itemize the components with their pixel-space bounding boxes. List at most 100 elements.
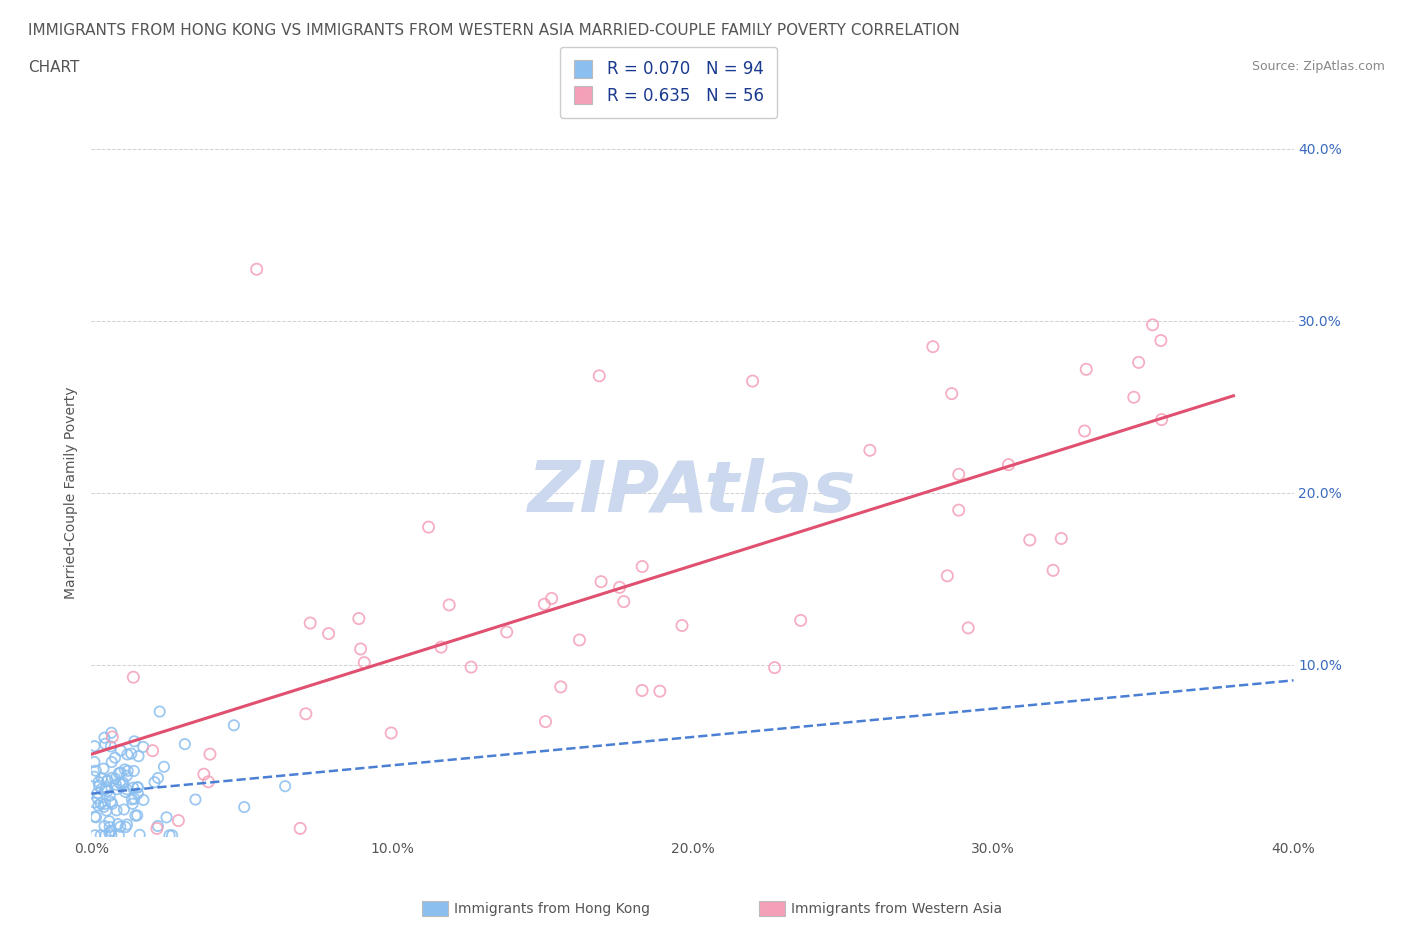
Point — [1122, 390, 1144, 405]
Point — [96, 804, 118, 818]
Point — [347, 611, 370, 626]
Point — [87, 775, 110, 790]
Point — [648, 684, 671, 698]
Point — [127, 808, 149, 823]
Point — [124, 734, 146, 749]
Point — [83, 738, 105, 753]
Point — [101, 796, 124, 811]
Point — [274, 778, 297, 793]
Text: Immigrants from Hong Kong: Immigrants from Hong Kong — [454, 901, 651, 915]
Point — [105, 782, 128, 797]
Text: CHART: CHART — [28, 60, 80, 75]
Text: ZIPAtlas: ZIPAtlas — [529, 458, 856, 527]
Point — [93, 730, 115, 745]
Point — [87, 798, 110, 813]
Point — [120, 746, 142, 761]
Point — [540, 591, 562, 605]
FancyBboxPatch shape — [759, 901, 785, 916]
Point — [146, 821, 169, 836]
Point — [495, 625, 517, 640]
Point — [233, 800, 256, 815]
Point — [146, 818, 169, 833]
Point — [94, 782, 117, 797]
Point — [121, 792, 143, 807]
Point — [353, 655, 375, 670]
Point — [83, 754, 105, 769]
Point — [197, 775, 219, 790]
Point — [193, 767, 215, 782]
Point — [430, 640, 453, 655]
Point — [132, 739, 155, 754]
Point — [122, 670, 145, 684]
Point — [110, 819, 132, 834]
Point — [104, 751, 127, 765]
Point — [115, 768, 138, 783]
Point — [101, 729, 124, 744]
Point — [588, 368, 610, 383]
Point — [159, 828, 181, 843]
Point — [110, 765, 132, 780]
Point — [122, 764, 145, 778]
Point — [108, 776, 131, 790]
Text: IMMIGRANTS FROM HONG KONG VS IMMIGRANTS FROM WESTERN ASIA MARRIED-COUPLE FAMILY : IMMIGRANTS FROM HONG KONG VS IMMIGRANTS … — [28, 23, 960, 38]
Point — [98, 825, 121, 840]
Point — [104, 771, 127, 786]
Point — [114, 762, 136, 777]
Point — [97, 773, 120, 788]
Point — [380, 725, 402, 740]
Point — [763, 660, 786, 675]
Point — [948, 467, 970, 482]
Point — [83, 769, 105, 784]
Point — [100, 725, 122, 740]
Point — [146, 771, 169, 786]
Point — [83, 809, 105, 824]
Point — [122, 780, 145, 795]
Point — [318, 626, 340, 641]
Point — [107, 766, 129, 781]
Point — [94, 737, 117, 751]
Point — [1142, 317, 1164, 332]
Point — [568, 632, 591, 647]
Point — [609, 580, 631, 595]
Point — [155, 810, 177, 825]
Point — [550, 680, 572, 695]
Point — [115, 782, 138, 797]
Point — [222, 718, 245, 733]
Point — [439, 597, 461, 612]
Point — [107, 817, 129, 831]
Point — [127, 786, 149, 801]
Point — [143, 775, 166, 790]
Point — [1042, 563, 1064, 578]
Point — [90, 782, 112, 797]
Point — [128, 828, 150, 843]
Point — [96, 774, 118, 789]
Point — [1018, 533, 1040, 548]
FancyBboxPatch shape — [422, 901, 449, 916]
Point — [290, 821, 312, 836]
Point — [114, 819, 136, 834]
Point — [613, 594, 636, 609]
Point — [107, 828, 129, 843]
Point — [90, 771, 112, 786]
Point — [153, 759, 176, 774]
Point — [124, 791, 146, 806]
Point — [948, 503, 970, 518]
Point — [127, 749, 149, 764]
Point — [115, 817, 138, 832]
Point — [90, 796, 112, 811]
Point — [121, 796, 143, 811]
Point — [198, 747, 221, 762]
Point — [160, 828, 183, 843]
Point — [84, 828, 107, 843]
Point — [94, 796, 117, 811]
Point — [173, 737, 195, 751]
Point — [591, 574, 613, 589]
Text: Source: ZipAtlas.com: Source: ZipAtlas.com — [1251, 60, 1385, 73]
Point — [93, 818, 115, 833]
Point — [101, 770, 124, 785]
Point — [295, 707, 318, 722]
Point — [98, 789, 121, 804]
Point — [93, 800, 115, 815]
Point — [100, 824, 122, 839]
Point — [936, 568, 959, 583]
